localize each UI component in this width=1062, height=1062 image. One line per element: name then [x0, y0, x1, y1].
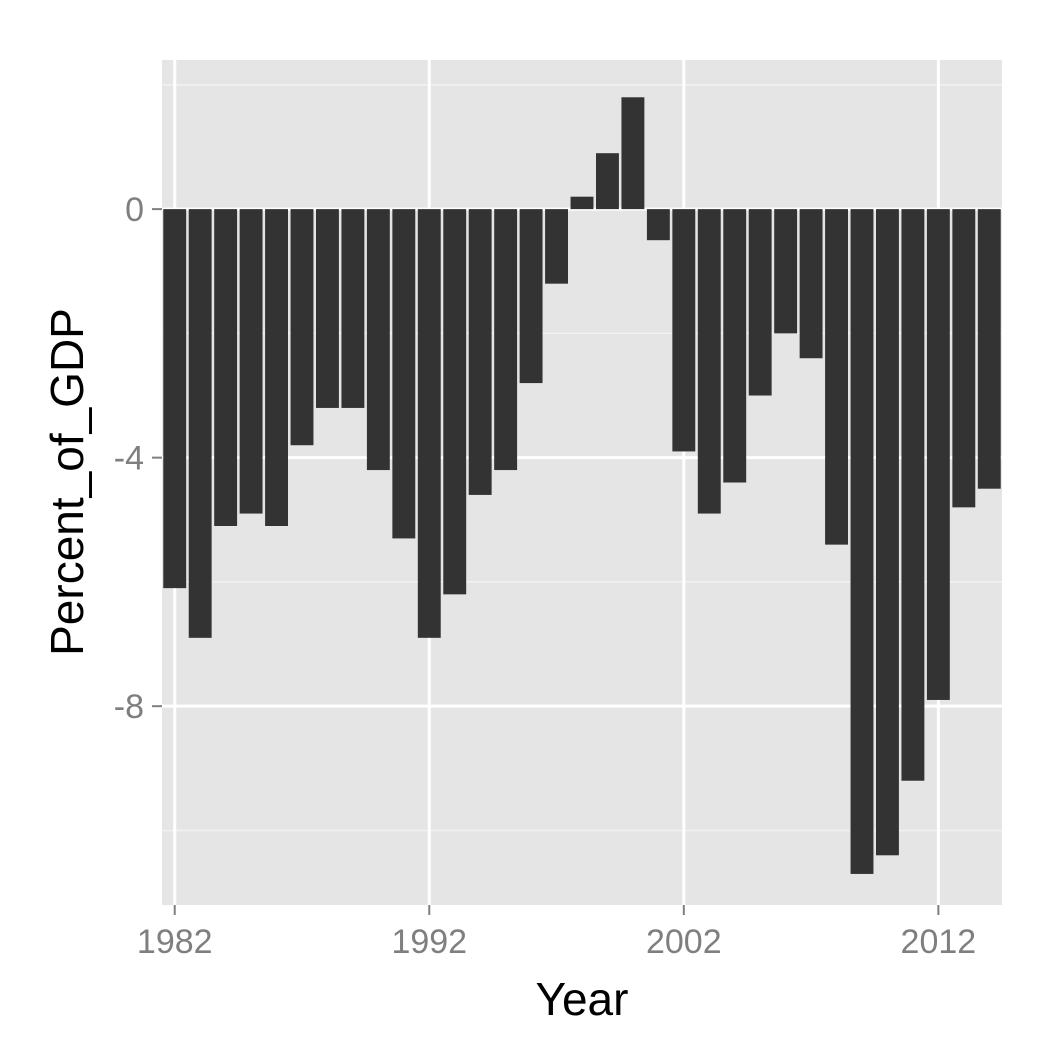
bar-1988	[316, 209, 339, 408]
bar-2009	[850, 209, 874, 874]
bar-1992	[417, 209, 441, 638]
tick-marks	[152, 208, 940, 915]
y-tick-label: -4	[114, 440, 144, 478]
bar-1985	[239, 209, 263, 514]
bar-1997	[545, 209, 568, 284]
bar-1986	[265, 209, 288, 526]
y-tick-labels: 0 -4 -8	[114, 191, 144, 726]
bar-1984	[214, 209, 238, 526]
bars	[163, 97, 1001, 874]
bar-1996	[519, 209, 543, 384]
bar-2011	[901, 209, 925, 781]
bar-2012	[926, 209, 950, 700]
bar-2013	[952, 209, 976, 508]
bar-2010	[876, 209, 899, 856]
bar-1993	[443, 209, 467, 595]
y-axis-title: Percent_of_GDP	[41, 308, 93, 656]
bar-1994	[468, 209, 492, 495]
bar-2007	[799, 209, 823, 359]
bar-1990	[366, 209, 390, 471]
bar-2002	[672, 209, 696, 452]
bar-1998	[570, 196, 594, 210]
bar-1987	[290, 209, 314, 446]
x-axis-title: Year	[536, 973, 629, 1025]
x-tick-label: 1982	[137, 923, 213, 961]
bar-2014	[977, 209, 1001, 489]
bar-1983	[188, 209, 212, 638]
bar-2003	[697, 209, 721, 514]
x-tick-labels: 1982 1992 2002 2012	[137, 923, 976, 961]
bar-1999	[596, 153, 619, 210]
bar-1989	[341, 209, 365, 408]
x-tick-label: 2002	[646, 923, 722, 961]
bar-2006	[774, 209, 798, 334]
bar-2004	[723, 209, 747, 483]
bar-2000	[621, 97, 645, 210]
bar-2008	[825, 209, 848, 545]
bar-1982	[163, 209, 187, 589]
bar-2005	[748, 209, 772, 396]
x-tick-label: 2012	[901, 923, 977, 961]
y-tick-label: 0	[125, 191, 144, 229]
bar-1991	[392, 209, 416, 539]
y-tick-label: -8	[114, 688, 144, 726]
x-tick-label: 1992	[391, 923, 467, 961]
bar-1995	[494, 209, 518, 471]
bar-2001	[646, 209, 670, 241]
